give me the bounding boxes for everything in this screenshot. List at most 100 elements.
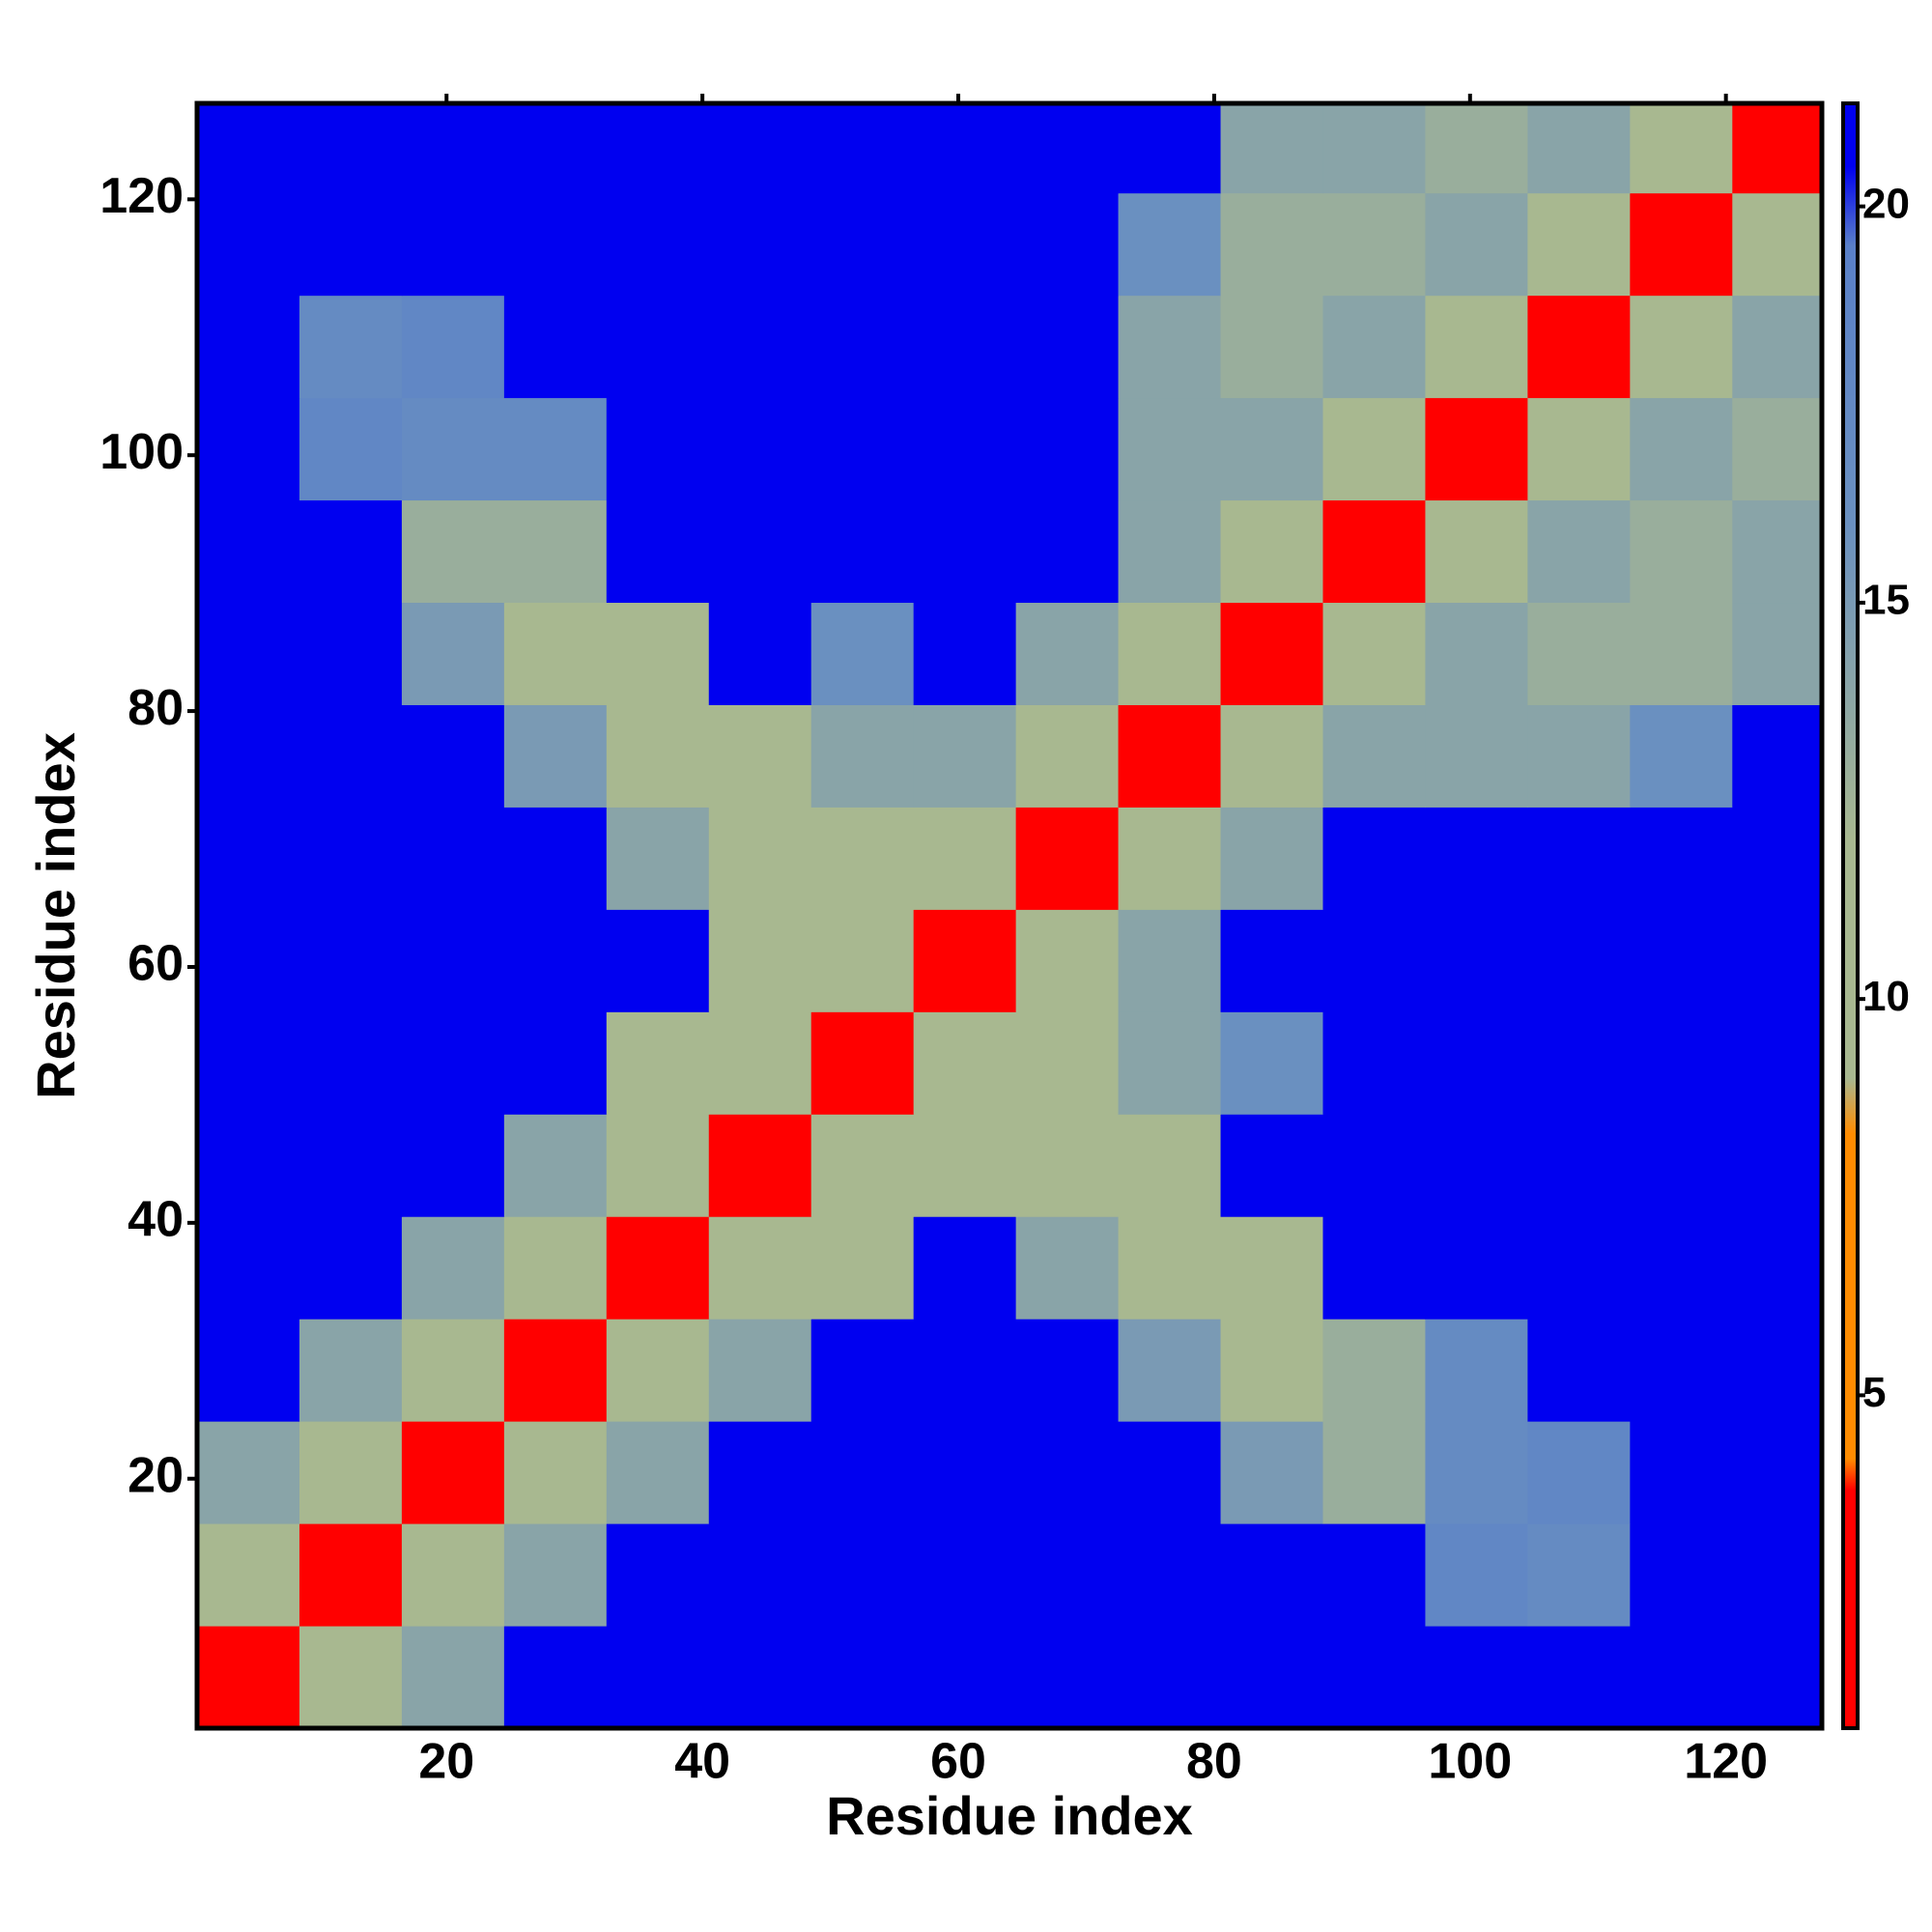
colorbar <box>1841 101 1860 1730</box>
heatmap-cell <box>503 1114 608 1217</box>
heatmap-cell <box>1118 499 1222 604</box>
heatmap-cell <box>810 909 915 1012</box>
heatmap-cell <box>913 295 1017 399</box>
heatmap-cell <box>606 1114 710 1217</box>
heatmap-cell <box>1220 1216 1323 1320</box>
heatmap-cell <box>1118 602 1222 705</box>
heatmap-cell <box>1118 1421 1222 1524</box>
heatmap-cell <box>1015 1114 1120 1217</box>
heatmap-cell <box>1118 1114 1222 1217</box>
heatmap-cell <box>1220 103 1323 194</box>
heatmap-cell <box>1220 1626 1323 1729</box>
colorbar-tick-label: 20 <box>1862 180 1910 227</box>
heatmap-cell <box>1118 909 1222 1012</box>
heatmap-cell <box>1425 807 1528 910</box>
heatmap-cell <box>1322 602 1426 705</box>
heatmap-cell <box>1425 1523 1528 1627</box>
heatmap-cell <box>298 704 403 808</box>
heatmap-cell <box>1732 1626 1823 1729</box>
heatmap-cell <box>1732 1421 1823 1524</box>
heatmap-cell <box>197 1216 300 1320</box>
heatmap-cell <box>1732 192 1823 297</box>
heatmap-cell <box>1015 1626 1120 1729</box>
y-axis-label: Residue index <box>25 732 86 1099</box>
heatmap-cell <box>1322 807 1426 910</box>
heatmap-cell <box>913 1216 1017 1320</box>
heatmap-cell <box>708 397 812 501</box>
heatmap-cell <box>810 192 915 297</box>
heatmap-cell <box>298 192 403 297</box>
heatmap-cell <box>810 1421 915 1524</box>
heatmap-cell <box>1732 295 1823 399</box>
heatmap-cell <box>1732 1114 1823 1217</box>
heatmap-cell <box>708 1216 812 1320</box>
heatmap-cell <box>1527 192 1631 297</box>
heatmap-cell <box>606 103 710 194</box>
heatmap-cell <box>1425 1319 1528 1422</box>
heatmap-cell <box>810 1114 915 1217</box>
heatmap-cell <box>810 295 915 399</box>
heatmap-cell <box>810 397 915 501</box>
heatmap-cell <box>1118 192 1222 297</box>
heatmap-cell <box>1322 397 1426 501</box>
heatmap-cell <box>503 1523 608 1627</box>
heatmap-cell <box>197 1523 300 1627</box>
colorbar-tick-label: 15 <box>1862 577 1910 624</box>
heatmap-cell <box>913 499 1017 604</box>
heatmap-cell <box>1220 807 1323 910</box>
heatmap-cell <box>913 602 1017 705</box>
heatmap-cell <box>913 103 1017 194</box>
heatmap-cell <box>913 909 1017 1012</box>
heatmap-cell <box>1015 807 1120 910</box>
heatmap-cell <box>1630 909 1733 1012</box>
heatmap-cell <box>1527 704 1631 808</box>
heatmap-cell <box>1118 1319 1222 1422</box>
heatmap-cell <box>708 499 812 604</box>
heatmap-cell <box>708 909 812 1012</box>
heatmap-cell <box>401 295 505 399</box>
heatmap-cell <box>1015 1421 1120 1524</box>
heatmap-cell <box>1015 1011 1120 1115</box>
heatmap-cell <box>298 909 403 1012</box>
heatmap-cell <box>606 397 710 501</box>
heatmap-cell <box>401 704 505 808</box>
heatmap-cell <box>606 499 710 604</box>
heatmap-cell <box>401 1523 505 1627</box>
y-tick-label: 60 <box>128 936 184 992</box>
heatmap-cell <box>298 1626 403 1729</box>
heatmap-cell <box>1015 1319 1120 1422</box>
heatmap-cell <box>1732 807 1823 910</box>
heatmap-cell <box>1527 1626 1631 1729</box>
y-tick-label: 80 <box>128 680 184 736</box>
heatmap-cell <box>1425 499 1528 604</box>
x-tick-label: 40 <box>674 1734 730 1790</box>
heatmap-cell <box>1322 1421 1426 1524</box>
heatmap-cell <box>1425 1114 1528 1217</box>
x-tick-label: 20 <box>418 1734 474 1790</box>
heatmap-cell <box>1630 1011 1733 1115</box>
heatmap-cell <box>1015 704 1120 808</box>
heatmap-cell <box>1118 704 1222 808</box>
heatmap-cell <box>1118 1523 1222 1627</box>
heatmap-cell <box>1527 1319 1631 1422</box>
heatmap-cell <box>810 1523 915 1627</box>
heatmap-cell <box>1630 1114 1733 1217</box>
heatmap-cell <box>1015 909 1120 1012</box>
heatmap-cell <box>401 1421 505 1524</box>
y-tick-label: 20 <box>128 1447 184 1503</box>
heatmap-cell <box>1220 602 1323 705</box>
heatmap-cell <box>606 909 710 1012</box>
heatmap-cell <box>1732 1523 1823 1627</box>
heatmap-cell <box>197 807 300 910</box>
heatmap-cell <box>606 807 710 910</box>
heatmap-cell <box>401 1216 505 1320</box>
heatmap-cell <box>197 1114 300 1217</box>
heatmap-cell <box>1527 1114 1631 1217</box>
heatmap-cell <box>503 1216 608 1320</box>
heatmap-cell <box>1015 295 1120 399</box>
heatmap-cell <box>1425 1216 1528 1320</box>
heatmap-cell <box>401 397 505 501</box>
heatmap-cell <box>197 704 300 808</box>
heatmap-cell <box>1527 1523 1631 1627</box>
heatmap-cell <box>1118 397 1222 501</box>
